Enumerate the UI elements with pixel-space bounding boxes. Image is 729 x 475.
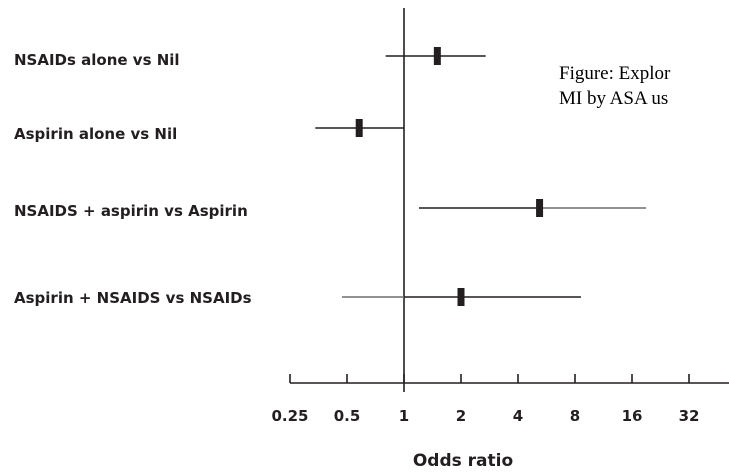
tick-label-32: 32 [679, 407, 700, 425]
x-axis-ticks [289, 374, 690, 383]
tick-label-8: 8 [570, 407, 580, 425]
tick-label-16: 16 [622, 407, 643, 425]
tick-label-1: 1 [399, 407, 409, 425]
point-estimate-3 [536, 199, 544, 217]
caption-line-2: MI by ASA us [559, 88, 668, 109]
row-label-aspirin-alone: Aspirin alone vs Nil [14, 125, 177, 143]
tick-label-0-25: 0.25 [271, 407, 308, 425]
point-estimate-2 [355, 119, 363, 137]
row-label-nsaids-plus-aspirin: NSAIDS + aspirin vs Aspirin [14, 202, 248, 220]
row-label-aspirin-plus-nsaids: Aspirin + NSAIDS vs NSAIDs [14, 289, 252, 307]
point-estimate-1 [433, 47, 441, 65]
forest-marks [315, 47, 647, 306]
x-axis-title: Odds ratio [413, 451, 513, 471]
figure-caption: Figure: Explor MI by ASA us [556, 55, 729, 109]
caption-backdrop [556, 55, 729, 100]
tick-label-2: 2 [456, 407, 466, 425]
point-estimate-4 [457, 288, 465, 306]
row-labels: NSAIDs alone vs Nil Aspirin alone vs Nil… [14, 51, 252, 307]
row-label-nsaids-alone: NSAIDs alone vs Nil [14, 51, 180, 69]
tick-label-0-5: 0.5 [334, 407, 361, 425]
tick-label-4: 4 [513, 407, 523, 425]
x-axis: 0.25 0.5 1 2 4 8 16 32 Odds ratio [271, 374, 729, 471]
caption-line-1: Figure: Explor [559, 63, 671, 84]
